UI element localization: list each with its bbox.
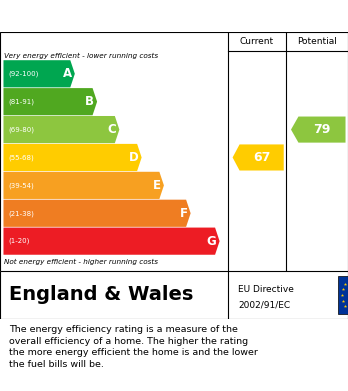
Text: The energy efficiency rating is a measure of the
overall efficiency of a home. T: The energy efficiency rating is a measur… bbox=[9, 325, 258, 369]
Text: Potential: Potential bbox=[297, 37, 337, 46]
Polygon shape bbox=[3, 60, 75, 87]
Text: England & Wales: England & Wales bbox=[9, 285, 193, 305]
Polygon shape bbox=[3, 116, 119, 143]
Text: D: D bbox=[129, 151, 139, 164]
Text: (69-80): (69-80) bbox=[9, 126, 35, 133]
Text: Very energy efficient - lower running costs: Very energy efficient - lower running co… bbox=[4, 53, 158, 59]
Text: (39-54): (39-54) bbox=[9, 182, 34, 188]
Polygon shape bbox=[3, 200, 191, 227]
Polygon shape bbox=[3, 144, 142, 171]
Text: (92-100): (92-100) bbox=[9, 70, 39, 77]
Polygon shape bbox=[3, 228, 220, 255]
Text: Current: Current bbox=[240, 37, 274, 46]
Text: Not energy efficient - higher running costs: Not energy efficient - higher running co… bbox=[4, 259, 158, 265]
Text: C: C bbox=[108, 123, 116, 136]
Text: G: G bbox=[207, 235, 216, 248]
Polygon shape bbox=[3, 88, 97, 115]
Polygon shape bbox=[3, 172, 164, 199]
Text: 79: 79 bbox=[313, 123, 331, 136]
Polygon shape bbox=[232, 144, 284, 170]
Text: Energy Efficiency Rating: Energy Efficiency Rating bbox=[10, 9, 220, 23]
Text: A: A bbox=[63, 67, 72, 80]
Text: E: E bbox=[153, 179, 161, 192]
Text: (55-68): (55-68) bbox=[9, 154, 34, 161]
Text: (81-91): (81-91) bbox=[9, 99, 35, 105]
Bar bbox=[338, 276, 348, 314]
Polygon shape bbox=[291, 117, 346, 143]
Text: F: F bbox=[180, 207, 188, 220]
Text: 2002/91/EC: 2002/91/EC bbox=[238, 300, 291, 309]
Text: B: B bbox=[85, 95, 94, 108]
Text: (1-20): (1-20) bbox=[9, 238, 30, 244]
Text: EU Directive: EU Directive bbox=[238, 285, 294, 294]
Text: 67: 67 bbox=[253, 151, 270, 164]
Text: (21-38): (21-38) bbox=[9, 210, 34, 217]
